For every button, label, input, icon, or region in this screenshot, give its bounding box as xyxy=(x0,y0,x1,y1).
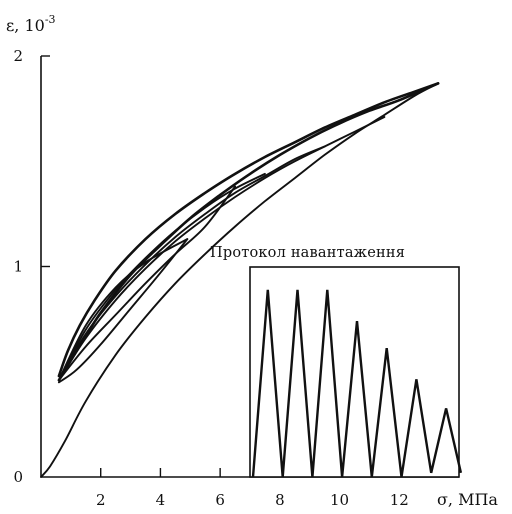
series-line-7 xyxy=(57,185,237,382)
inset-title: Протокол навантаження xyxy=(210,245,405,261)
y-tick-label: 1 xyxy=(13,258,23,276)
y-tick-label: 2 xyxy=(13,47,23,65)
y-axis-label-exponent: -3 xyxy=(45,13,56,26)
x-tick-label: 10 xyxy=(330,491,349,509)
series-line-2 xyxy=(57,82,440,378)
x-tick-label: 6 xyxy=(215,491,225,509)
series-line-9 xyxy=(57,238,189,382)
x-axis-label: σ, МПа xyxy=(437,490,498,509)
x-tick-label: 4 xyxy=(156,491,166,509)
loading-protocol-inset: Протокол навантаження xyxy=(210,245,463,478)
series-line-5 xyxy=(57,145,326,382)
series-line-8 xyxy=(57,238,189,384)
y-tick-label: 0 xyxy=(13,468,23,486)
inset-series-line xyxy=(251,289,463,478)
x-tick-label: 8 xyxy=(275,491,285,509)
y-axis-label: ε, 10-3 xyxy=(6,13,56,35)
series-line-6 xyxy=(57,172,266,382)
series-group xyxy=(40,82,440,478)
x-tick-label: 12 xyxy=(390,491,409,509)
x-tick-label: 2 xyxy=(96,491,106,509)
